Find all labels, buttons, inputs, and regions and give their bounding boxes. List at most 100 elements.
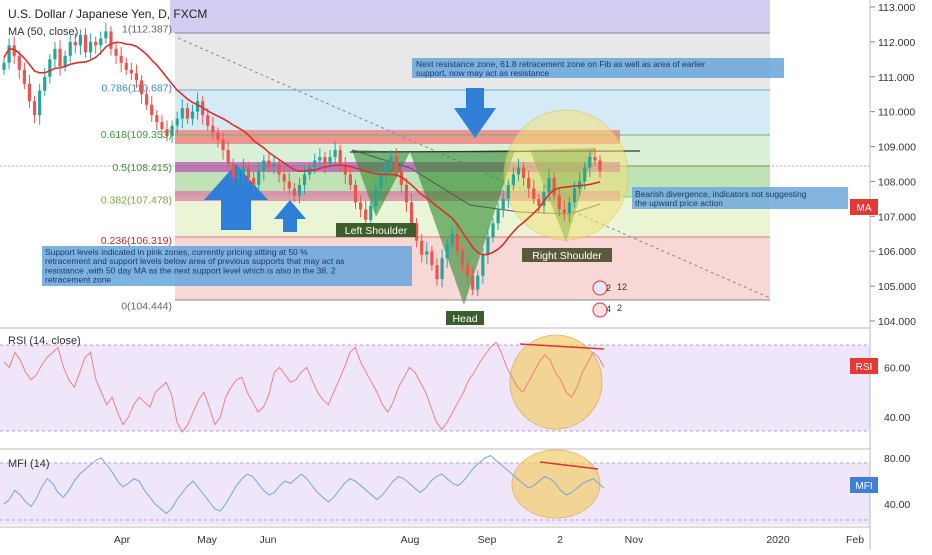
candle-body — [292, 188, 296, 196]
purple-top-zone — [170, 0, 770, 33]
candle-body — [511, 174, 516, 185]
candle-body — [588, 157, 592, 168]
candle-body — [404, 184, 409, 203]
fib-level-label: 0.236(106.319) — [101, 235, 172, 247]
candle-body — [409, 202, 414, 224]
svg-text:4: 4 — [606, 304, 611, 314]
time-tick-label: 2 — [557, 534, 563, 546]
rsi-line — [3, 341, 605, 434]
annotation-top-box — [412, 58, 784, 78]
candle-body — [415, 223, 419, 241]
candle-body — [369, 205, 373, 220]
ma-badge: MA — [857, 203, 872, 214]
candle-body — [287, 181, 291, 189]
candle-body — [486, 237, 490, 255]
candle-body — [552, 177, 556, 196]
candle-body — [83, 34, 88, 53]
up-arrow-large — [204, 164, 268, 230]
mfi-tick-label: 40.00 — [884, 499, 910, 511]
candle-body — [343, 164, 347, 175]
candle-body — [501, 198, 505, 210]
candle-body — [78, 34, 83, 46]
candle-body — [435, 265, 439, 280]
rsi-legend: RSI (14, close) — [8, 335, 81, 347]
candle-body — [185, 108, 189, 119]
candle-body — [190, 111, 195, 119]
candle-body — [48, 59, 52, 77]
candle-body — [175, 118, 179, 126]
candle-body — [236, 174, 240, 178]
left-shoulder-label-bg — [336, 223, 416, 237]
candle-body — [318, 157, 322, 161]
candle-body — [425, 251, 429, 255]
rsi-divergence-line — [519, 343, 605, 350]
price-tick-label: 109.000 — [878, 142, 916, 154]
event-badges[interactable]: 2 12 4 2 — [592, 280, 627, 318]
candle-body — [246, 167, 251, 178]
fib-level-label: 0.5(108.415) — [112, 162, 172, 174]
candle-body — [445, 244, 449, 259]
time-tick-label: Sep — [478, 534, 497, 546]
candle-body — [557, 195, 561, 210]
candle-body — [481, 254, 485, 276]
candle-body — [420, 240, 424, 255]
candle-body — [491, 223, 495, 238]
candle-body — [160, 122, 164, 130]
svg-text:2: 2 — [617, 303, 622, 313]
candle-body — [302, 174, 307, 185]
candle-body — [226, 150, 230, 164]
candle-body — [572, 188, 577, 203]
candle-body — [88, 41, 93, 53]
candle-body — [333, 150, 337, 158]
fib-level-label: 1(112.387) — [122, 23, 172, 35]
time-tick-label: Feb — [846, 534, 864, 546]
time-tick-label: 2020 — [766, 534, 790, 546]
left-shoulder-label: Left Shoulder — [345, 225, 408, 237]
svg-text:2: 2 — [606, 283, 611, 293]
fib-level-label: 0(104.444) — [121, 301, 172, 313]
candle-body — [241, 167, 246, 175]
candle-body — [348, 174, 352, 185]
candle-body — [328, 157, 332, 164]
candle-body — [195, 101, 200, 112]
candle-body — [58, 48, 62, 67]
candle-body — [252, 177, 256, 185]
candle-body — [532, 188, 536, 199]
symbol-title: U.S. Dollar / Japanese Yen, D, FXCM — [8, 7, 207, 21]
candle-body — [257, 170, 261, 185]
annotation-right-line2: the upward price action — [635, 198, 723, 208]
candle-body — [99, 38, 103, 46]
candle-body — [2, 62, 6, 70]
candle-body — [353, 184, 358, 203]
annotation-left-line: resistance ,with 50 day MA as the next s… — [45, 265, 336, 275]
price-tick-label: 105.000 — [878, 281, 916, 293]
candle-body — [297, 184, 302, 196]
head-label-bg — [446, 311, 484, 325]
candle-body — [180, 108, 184, 119]
candle-body — [562, 209, 566, 213]
candle-body — [63, 55, 67, 67]
candle-body — [598, 160, 602, 171]
head-label: Head — [452, 313, 477, 325]
price-tick-label: 108.000 — [878, 176, 916, 188]
candle-body — [262, 160, 266, 171]
mfi-band — [0, 463, 870, 525]
candle-body — [323, 157, 327, 164]
candle-body — [206, 115, 210, 126]
candle-body — [455, 233, 459, 252]
right-shoulder-label: Right Shoulder — [532, 250, 602, 262]
head-shape — [410, 150, 515, 305]
annotation-left-line: retracement zone — [45, 275, 111, 285]
candle-body — [134, 73, 139, 81]
mfi-divergence-line — [539, 461, 599, 470]
ma-badge-bg — [850, 199, 878, 215]
candle-body — [496, 209, 500, 224]
candle-body — [358, 202, 363, 210]
price-candles — [2, 22, 602, 297]
candle-body — [465, 265, 470, 276]
ma-50-line — [3, 41, 601, 256]
fib-level-label: 0.786(110.687) — [102, 83, 172, 95]
candle-body — [22, 69, 26, 84]
svg-text:12: 12 — [617, 282, 627, 292]
